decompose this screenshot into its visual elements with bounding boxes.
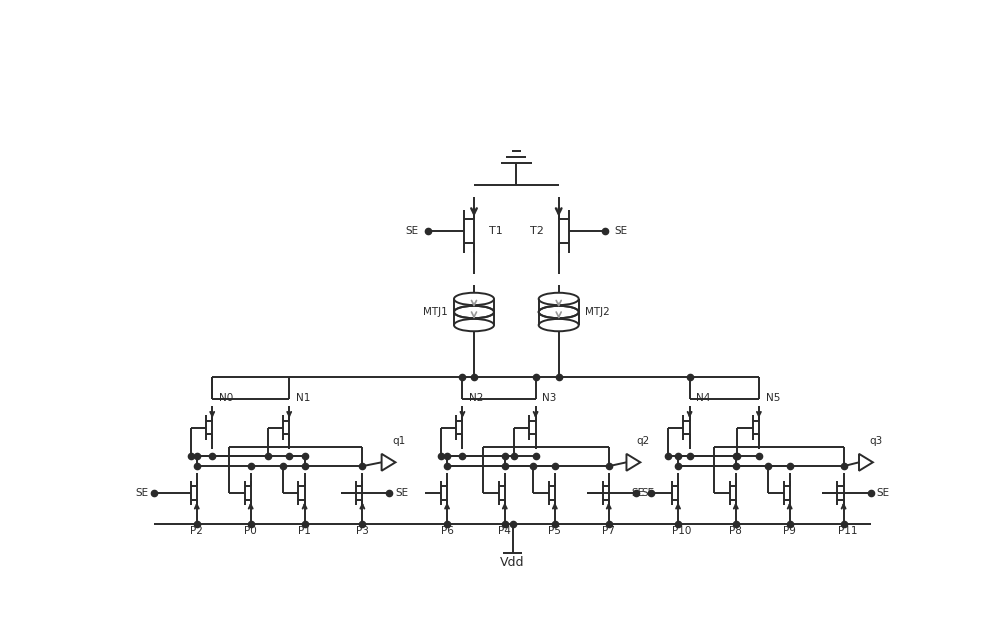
Text: P7: P7: [602, 527, 615, 536]
Text: P0: P0: [244, 527, 257, 536]
Text: P11: P11: [838, 527, 857, 536]
Text: MTJ1: MTJ1: [423, 307, 448, 317]
Ellipse shape: [539, 306, 579, 318]
Text: P2: P2: [190, 527, 203, 536]
Text: N2: N2: [469, 394, 483, 403]
Text: q3: q3: [869, 436, 883, 446]
Text: N0: N0: [219, 394, 233, 403]
Text: Vdd: Vdd: [500, 556, 525, 569]
Text: SE: SE: [614, 226, 627, 236]
Text: P6: P6: [441, 527, 453, 536]
Text: N3: N3: [542, 394, 557, 403]
Text: P8: P8: [729, 527, 742, 536]
Text: P5: P5: [548, 527, 561, 536]
Text: P4: P4: [498, 527, 511, 536]
Text: SE: SE: [877, 488, 890, 498]
Text: P3: P3: [356, 527, 369, 536]
Text: MTJ2: MTJ2: [585, 307, 610, 317]
Text: SE: SE: [135, 488, 148, 498]
Text: P9: P9: [783, 527, 796, 536]
Text: N4: N4: [696, 394, 711, 403]
Ellipse shape: [454, 306, 494, 318]
Text: P1: P1: [298, 527, 311, 536]
Text: SE: SE: [405, 226, 419, 236]
Text: SE: SE: [632, 488, 645, 498]
Text: N1: N1: [296, 394, 310, 403]
Text: q2: q2: [637, 436, 650, 446]
Text: T2: T2: [530, 226, 544, 236]
Text: SE: SE: [395, 488, 409, 498]
Text: T1: T1: [489, 226, 502, 236]
Text: q1: q1: [392, 436, 405, 446]
Text: SE: SE: [642, 488, 655, 498]
Text: P10: P10: [672, 527, 692, 536]
Text: N5: N5: [766, 394, 780, 403]
